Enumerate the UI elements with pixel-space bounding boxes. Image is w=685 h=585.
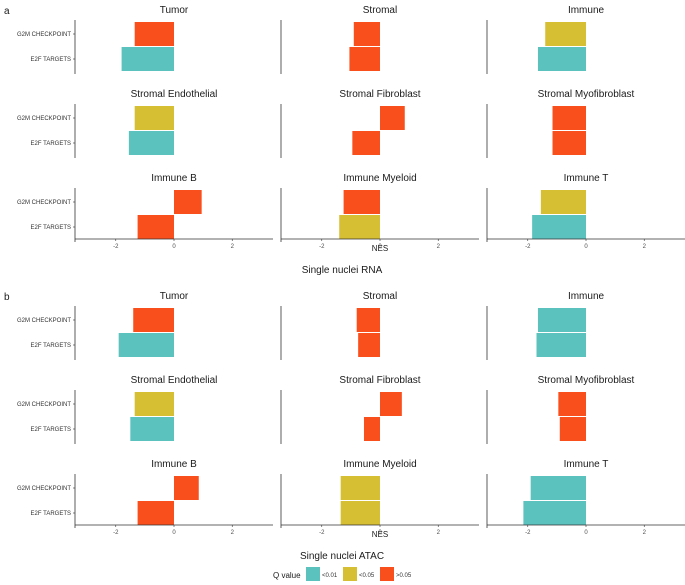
bar (380, 106, 405, 130)
facet-title: Immune T (564, 173, 609, 184)
bar (343, 190, 380, 214)
bar (536, 333, 586, 357)
facet-title: Immune Myeloid (343, 173, 416, 184)
bar (540, 190, 586, 214)
y-tick-label: E2F TARGETS (31, 511, 71, 517)
x-tick-label: 2 (437, 530, 441, 536)
x-tick-label: -2 (113, 244, 119, 250)
x-axis-title: NES (372, 530, 388, 539)
x-tick-label: 0 (584, 244, 588, 250)
x-tick-label: 2 (643, 530, 647, 536)
bar (545, 22, 586, 46)
bar (380, 392, 402, 416)
bar (174, 476, 199, 500)
bar (339, 215, 380, 239)
facet-title: Immune (568, 291, 605, 302)
facet-title: Stromal Endothelial (131, 89, 218, 100)
bar (356, 308, 380, 332)
facet-title: Stromal Endothelial (131, 375, 218, 386)
y-tick-label: G2M CHECKPOINT (17, 116, 71, 122)
panel-label: b (4, 292, 10, 303)
x-tick-label: -2 (525, 530, 531, 536)
y-tick-label: G2M CHECKPOINT (17, 486, 71, 492)
x-tick-label: -2 (113, 530, 119, 536)
facet-title: Tumor (160, 5, 189, 16)
bar (558, 392, 586, 416)
bar (340, 501, 380, 525)
x-tick-label: 0 (378, 530, 382, 536)
facet-title: Immune (568, 5, 605, 16)
bar (121, 47, 174, 71)
facet-title: Immune B (151, 173, 197, 184)
x-tick-label: 2 (231, 244, 235, 250)
x-tick-label: 2 (231, 530, 235, 536)
bar (137, 501, 174, 525)
x-tick-label: -2 (319, 244, 325, 250)
y-tick-label: G2M CHECKPOINT (17, 32, 71, 38)
y-tick-label: E2F TARGETS (31, 57, 71, 63)
y-tick-label: G2M CHECKPOINT (17, 402, 71, 408)
bar (340, 476, 380, 500)
bar (133, 308, 174, 332)
facet-title: Immune T (564, 459, 609, 470)
bar (363, 417, 380, 441)
bar (349, 47, 380, 71)
panel-label: a (4, 6, 10, 17)
y-tick-label: E2F TARGETS (31, 225, 71, 231)
y-tick-label: E2F TARGETS (31, 427, 71, 433)
facet-title: Stromal Myofibroblast (538, 89, 635, 100)
facet-title: Tumor (160, 291, 189, 302)
x-tick-label: 0 (378, 244, 382, 250)
bar (559, 417, 586, 441)
y-tick-label: G2M CHECKPOINT (17, 318, 71, 324)
section-title: Single nuclei ATAC (300, 551, 384, 562)
section-title: Single nuclei RNA (302, 265, 383, 276)
bar (128, 131, 174, 155)
bar (134, 106, 174, 130)
x-tick-label: 0 (584, 530, 588, 536)
bar (134, 22, 174, 46)
bar (532, 215, 586, 239)
legend-label: <0.01 (322, 573, 338, 579)
facet-title: Stromal Fibroblast (339, 375, 420, 386)
bar (537, 47, 586, 71)
bar (130, 417, 174, 441)
facet-title: Immune Myeloid (343, 459, 416, 470)
bar (118, 333, 174, 357)
facet-title: Stromal Myofibroblast (538, 375, 635, 386)
legend-swatch (380, 567, 394, 581)
legend-label: >0.05 (396, 573, 412, 579)
y-tick-label: G2M CHECKPOINT (17, 200, 71, 206)
facet-title: Stromal (363, 291, 397, 302)
y-tick-label: E2F TARGETS (31, 141, 71, 147)
bar (353, 22, 380, 46)
legend-swatch (306, 567, 320, 581)
bar (537, 308, 586, 332)
x-tick-label: 2 (437, 244, 441, 250)
x-tick-label: 0 (172, 530, 176, 536)
x-tick-label: -2 (525, 244, 531, 250)
legend-label: <0.05 (359, 573, 375, 579)
x-tick-label: 0 (172, 244, 176, 250)
legend-swatch (343, 567, 357, 581)
bar (352, 131, 380, 155)
bar (552, 106, 586, 130)
facet-title: Immune B (151, 459, 197, 470)
bar (358, 333, 380, 357)
bar (523, 501, 586, 525)
x-axis-title: NES (372, 244, 388, 253)
x-tick-label: 2 (643, 244, 647, 250)
bar (137, 215, 174, 239)
facet-title: Stromal (363, 5, 397, 16)
bar (174, 190, 202, 214)
legend-title: Q value (273, 571, 301, 580)
facet-title: Stromal Fibroblast (339, 89, 420, 100)
bar (530, 476, 586, 500)
bar (134, 392, 174, 416)
bar (552, 131, 586, 155)
x-tick-label: -2 (319, 530, 325, 536)
y-tick-label: E2F TARGETS (31, 343, 71, 349)
